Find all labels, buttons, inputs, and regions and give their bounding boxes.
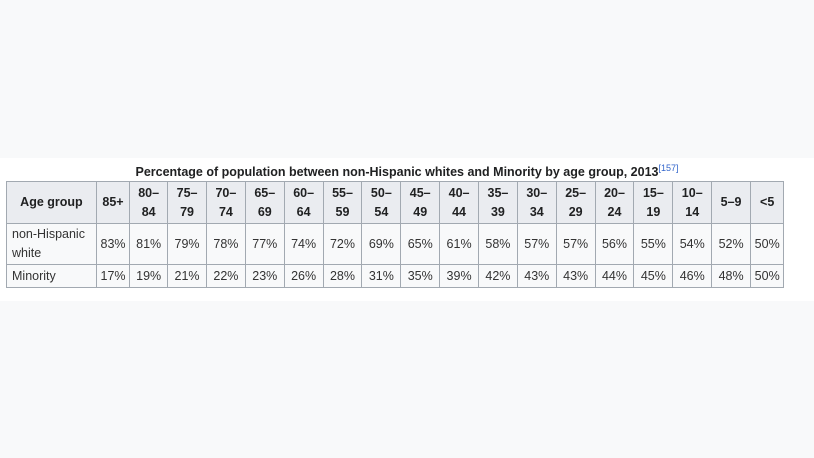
- table-cell: 56%: [594, 223, 635, 265]
- column-header: 75– 79: [167, 181, 207, 224]
- table-cell: 72%: [322, 223, 363, 265]
- column-header: 50– 54: [361, 181, 402, 224]
- column-header: 65– 69: [244, 181, 285, 224]
- age-group-table: Age group 85+ 80– 84 75– 79 70– 74 65– 69 60– 64 55–…: [6, 181, 814, 288]
- table-cell: 61%: [439, 223, 479, 265]
- table-cell: 22%: [205, 264, 246, 288]
- column-header: 70– 74: [205, 181, 246, 224]
- table-row: non-Hispanic white 83% 81% 79% 78% 77% 74% 72% 69…: [6, 223, 814, 265]
- table-cell: 23%: [244, 264, 285, 288]
- table-caption: Percentage of population between non-His…: [0, 163, 814, 179]
- table-cell: 42%: [478, 264, 518, 288]
- column-header: 45– 49: [400, 181, 441, 224]
- column-header: 5–9: [711, 181, 752, 224]
- table-cell: 81%: [129, 223, 169, 265]
- column-header: 30– 34: [516, 181, 557, 224]
- column-header: <5: [750, 181, 785, 224]
- table-cell: 52%: [711, 223, 752, 265]
- table-cell: 28%: [322, 264, 363, 288]
- column-header: 10– 14: [672, 181, 713, 224]
- table-cell: 50%: [750, 223, 785, 265]
- table-cell: 55%: [633, 223, 674, 265]
- table-cell: 35%: [400, 264, 441, 288]
- table-cell: 19%: [129, 264, 169, 288]
- table-cell: 43%: [555, 264, 596, 288]
- table-cell: 58%: [478, 223, 518, 265]
- table-cell: 26%: [283, 264, 324, 288]
- column-header: 55– 59: [322, 181, 363, 224]
- table-cell: 50%: [750, 264, 785, 288]
- table-cell: 78%: [205, 223, 246, 265]
- table-cell: 45%: [633, 264, 674, 288]
- column-header: 20– 24: [594, 181, 635, 224]
- table-cell: 83%: [95, 223, 131, 265]
- column-header-age-group: Age group: [6, 181, 97, 224]
- table-cell: 46%: [672, 264, 713, 288]
- caption-text: Percentage of population between non-His…: [135, 165, 659, 179]
- column-header: 60– 64: [283, 181, 324, 224]
- table-cell: 57%: [555, 223, 596, 265]
- table-cell: 21%: [167, 264, 207, 288]
- column-header: 25– 29: [555, 181, 596, 224]
- table-cell: 77%: [244, 223, 285, 265]
- table-cell: 57%: [516, 223, 557, 265]
- caption-reference-link[interactable]: [157]: [658, 163, 679, 173]
- table-row: Minority 17% 19% 21% 22% 23% 26% 28% 31% 35% 39% 42…: [6, 264, 814, 288]
- column-header: 40– 44: [439, 181, 479, 224]
- column-header: 85+: [95, 181, 131, 224]
- column-header: 35– 39: [478, 181, 518, 224]
- column-header: 80– 84: [129, 181, 169, 224]
- table-cell: 48%: [711, 264, 752, 288]
- table-cell: 69%: [361, 223, 402, 265]
- column-header: 15– 19: [633, 181, 674, 224]
- header-row: Age group 85+ 80– 84 75– 79 70– 74 65– 69 60– 64 55–…: [6, 181, 814, 224]
- table-cell: 54%: [672, 223, 713, 265]
- table-cell: 65%: [400, 223, 441, 265]
- table-cell: 74%: [283, 223, 324, 265]
- row-label: Minority: [6, 264, 97, 288]
- table-cell: 79%: [167, 223, 207, 265]
- row-label: non-Hispanic white: [6, 223, 97, 265]
- table-cell: 44%: [594, 264, 635, 288]
- table-cell: 39%: [439, 264, 479, 288]
- table-cell: 17%: [95, 264, 131, 288]
- table-cell: 31%: [361, 264, 402, 288]
- table-cell: 43%: [516, 264, 557, 288]
